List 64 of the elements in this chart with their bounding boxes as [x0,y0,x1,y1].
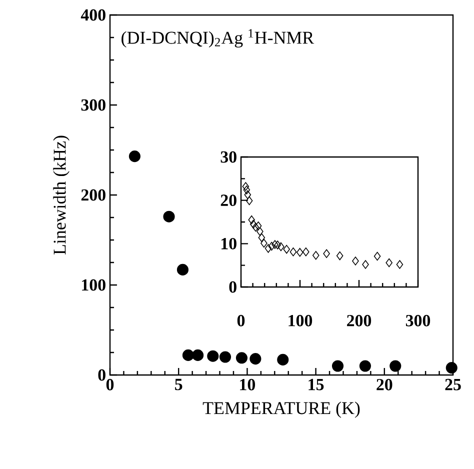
point [290,248,297,256]
x-tick-label: 25 [445,378,461,390]
point [274,240,281,250]
point [250,220,257,229]
point [248,215,256,224]
point [278,242,284,252]
x-tick-label: 10 [240,378,256,390]
point [264,244,272,253]
y-tick-label: 200 [81,189,106,201]
y-tick-label: 10 [222,238,236,250]
text: (DI-DCNQI)$_{2}$Ag $^{1}$H-NMR [122,29,314,48]
point [374,252,381,261]
point [323,249,330,258]
x-tick-label: 5 [175,378,182,390]
y-axis-title: Linewidth (kHz) [53,136,70,254]
point [219,351,232,363]
point [302,248,310,256]
point [272,240,278,249]
x-tick-label: 300 [406,314,430,326]
point [268,242,276,251]
x-tick-label: 15 [308,378,324,390]
point [256,227,264,236]
point [396,260,404,269]
point [236,352,248,364]
point [176,264,188,276]
point [359,360,371,372]
x-tick-label: 100 [288,314,312,326]
point [192,349,204,361]
y-tick-label: 20 [220,194,236,206]
point [332,360,344,372]
point [242,182,250,191]
point [182,349,194,361]
point [283,244,290,254]
point [163,210,175,222]
y-tick-label: 0 [98,369,106,381]
point [446,362,458,374]
x-tick-label: 200 [347,314,372,326]
point [260,238,268,248]
point [207,350,219,362]
point [312,250,320,260]
point [390,360,402,372]
x-tick-label: 20 [376,378,392,390]
y-tick-label: 0 [229,281,236,293]
point [386,258,392,268]
point [252,222,260,232]
point [128,150,140,162]
x-axis-title: TEMPERATURE (K) [202,402,360,418]
y-tick-label: 30 [220,151,236,163]
point [362,260,369,269]
point [250,353,262,365]
x-tick-label: 0 [237,314,245,326]
point [296,248,304,257]
point [352,256,359,266]
y-tick-label: 300 [81,99,106,111]
point [336,251,344,260]
point [254,222,262,230]
point [244,190,252,200]
point [258,233,266,242]
point [243,186,250,194]
x-tick-label: 0 [106,378,114,390]
y-tick-label: 100 [82,279,106,291]
point [277,354,289,366]
y-tick-label: 400 [80,9,106,21]
point [246,196,253,206]
